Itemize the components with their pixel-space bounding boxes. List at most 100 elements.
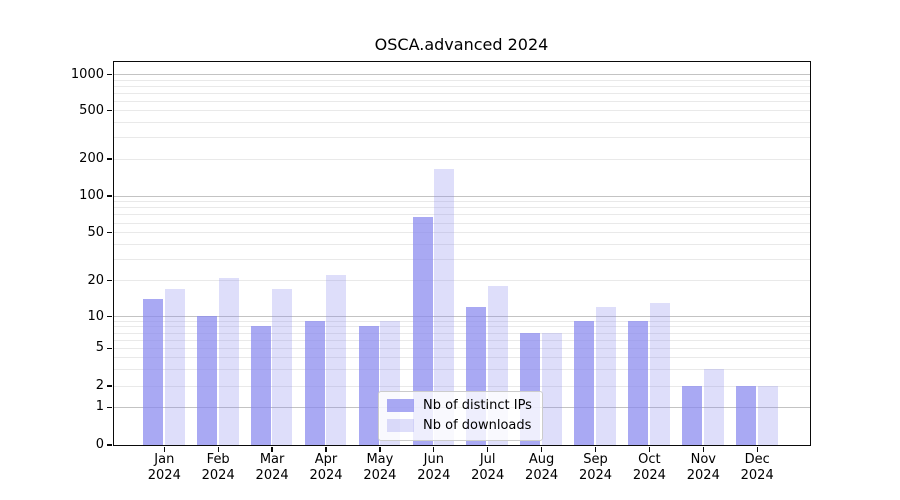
bar-oct-ips [628, 321, 649, 445]
ytick-label-10: 10 [87, 308, 104, 324]
minor-gridline [113, 321, 810, 322]
xtick-label-apr: Apr 2024 [309, 452, 343, 483]
xtick-mark [756, 447, 758, 452]
xtick-label-jan: Jan 2024 [147, 452, 181, 483]
minor-gridline [113, 100, 810, 102]
xtick-mark [594, 447, 597, 452]
minor-gridline [113, 201, 810, 203]
bar-feb-ips [196, 316, 217, 445]
bar-may-ips [358, 326, 379, 445]
minor-gridline [113, 385, 810, 387]
legend-row-distinct-ips: Nb of distinct IPs [387, 398, 532, 413]
major-gridline [113, 74, 810, 76]
bar-mar-ips [250, 326, 271, 445]
xtick-label-feb: Feb 2024 [201, 452, 235, 483]
ytick-label-2: 2 [95, 378, 104, 393]
ytick-label-100: 100 [79, 188, 104, 203]
ytick-mark [107, 195, 112, 197]
xtick-label-may: May 2024 [363, 452, 397, 483]
legend-swatch-downloads [387, 419, 414, 432]
ytick-mark [107, 232, 112, 234]
ytick-mark [107, 347, 112, 349]
minor-gridline [113, 232, 810, 234]
bar-mar-downloads [272, 288, 293, 445]
minor-gridline [113, 259, 810, 260]
ytick-label-50: 50 [87, 224, 104, 240]
major-gridline [113, 195, 810, 197]
minor-gridline [113, 243, 810, 245]
ytick-mark [107, 158, 112, 160]
ytick-label-5: 5 [95, 340, 104, 356]
minor-gridline [113, 122, 810, 123]
xtick-label-jun: Jun 2024 [417, 452, 451, 483]
xtick-label-mar: Mar 2024 [255, 452, 289, 483]
minor-gridline [113, 79, 810, 81]
minor-gridline [113, 347, 810, 349]
xtick-label-oct: Oct 2024 [632, 452, 666, 483]
xtick-mark [433, 447, 435, 452]
minor-gridline [113, 222, 810, 224]
ytick-label-1: 1 [95, 399, 104, 415]
ytick-mark [107, 406, 112, 408]
ytick-mark [107, 316, 112, 318]
xtick-label-sep: Sep 2024 [578, 452, 613, 483]
xtick-mark [217, 447, 219, 452]
ytick-mark [107, 280, 112, 282]
ytick-mark [107, 385, 112, 387]
bar-dec-ips [735, 385, 756, 445]
bar-jan-downloads [164, 288, 185, 445]
bar-dec-downloads [757, 385, 778, 445]
plot-area [112, 60, 811, 446]
ytick-mark [107, 74, 112, 76]
minor-gridline [113, 92, 810, 94]
minor-gridline [113, 110, 810, 112]
bar-nov-downloads [703, 368, 724, 445]
ytick-mark [107, 444, 112, 446]
bar-nov-ips [682, 385, 702, 445]
bar-apr-downloads [326, 275, 347, 445]
minor-gridline [113, 368, 810, 370]
legend-row-downloads: Nb of downloads [387, 418, 532, 433]
minor-gridline [113, 357, 810, 358]
ytick-label-200: 200 [79, 151, 104, 166]
ytick-label-500: 500 [79, 102, 104, 118]
minor-gridline [113, 207, 810, 209]
ytick-label-0: 0 [95, 437, 104, 452]
minor-gridline [113, 339, 810, 341]
minor-gridline [113, 332, 810, 334]
xtick-mark [379, 447, 381, 452]
bar-aug-downloads [541, 332, 562, 445]
bar-feb-downloads [218, 277, 239, 445]
xtick-mark [487, 447, 489, 452]
minor-gridline [113, 85, 810, 87]
xtick-label-dec: Dec 2024 [740, 452, 774, 483]
legend: Nb of distinct IPs Nb of downloads [378, 391, 543, 441]
bar-apr-ips [304, 321, 325, 445]
minor-gridline [113, 137, 810, 139]
legend-swatch-distinct-ips [387, 399, 414, 412]
ytick-mark [107, 110, 112, 112]
xtick-mark [702, 447, 704, 452]
minor-gridline [113, 158, 810, 160]
xtick-mark [648, 447, 651, 452]
legend-label-downloads: Nb of downloads [423, 418, 532, 433]
chart-title: OSCA.advanced 2024 [374, 35, 549, 54]
xtick-mark [540, 447, 543, 452]
xtick-label-nov: Nov 2024 [686, 452, 720, 483]
xtick-mark [271, 447, 273, 452]
ytick-label-1000: 1000 [70, 66, 104, 82]
ytick-label-20: 20 [87, 272, 104, 288]
bar-oct-downloads [649, 302, 670, 445]
xtick-label-aug: Aug 2024 [525, 452, 559, 483]
bar-jun-downloads [434, 168, 455, 445]
bar-sep-downloads [595, 306, 616, 445]
xtick-label-jul: Jul 2024 [471, 452, 505, 483]
minor-gridline [113, 280, 810, 282]
xtick-mark [325, 447, 327, 452]
bar-sep-ips [574, 321, 595, 445]
minor-gridline [113, 214, 810, 216]
xtick-mark [163, 447, 165, 452]
major-gridline [113, 316, 810, 318]
minor-gridline [113, 326, 810, 328]
